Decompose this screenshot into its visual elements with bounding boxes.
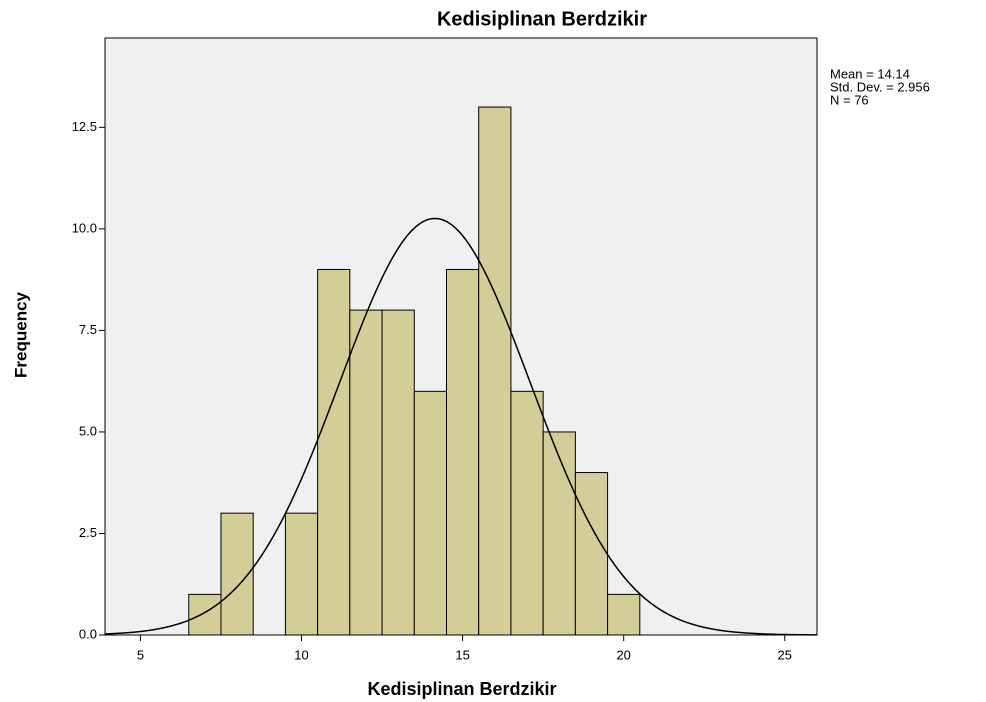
bar [446, 268, 480, 636]
x-tick-label: 25 [778, 647, 792, 662]
x-tick-label: 20 [616, 647, 630, 662]
y-tick-label: 12.5 [72, 119, 97, 134]
bar [478, 106, 512, 636]
bar [381, 309, 415, 636]
x-tick-label: 10 [294, 647, 308, 662]
x-tick-label: 5 [137, 647, 144, 662]
stat-n: N = 76 [830, 92, 869, 107]
y-tick-label: 7.5 [79, 322, 97, 337]
stat-mean: Mean = 14.14 [830, 66, 910, 81]
bar [349, 309, 383, 636]
bar [188, 593, 222, 636]
bar [542, 431, 576, 636]
y-tick-label: 5.0 [79, 423, 97, 438]
x-axis-label: Kedisiplinan Berdzikir [367, 679, 556, 699]
x-tick-label: 15 [455, 647, 469, 662]
normal-curve [104, 217, 818, 636]
y-tick-label: 2.5 [79, 525, 97, 540]
y-tick-label: 0.0 [79, 626, 97, 641]
bar [574, 472, 609, 636]
bar [284, 512, 319, 636]
plot-border [104, 37, 818, 636]
bar [510, 390, 544, 636]
y-axis-label: Frequency [11, 291, 30, 378]
bar [607, 593, 641, 636]
chart-title: Kedisiplinan Berdzikir [437, 8, 647, 30]
stat-sd: Std. Dev. = 2.956 [830, 79, 930, 94]
y-tick-label: 10.0 [72, 220, 97, 235]
bar [413, 390, 448, 636]
bar [317, 268, 351, 636]
